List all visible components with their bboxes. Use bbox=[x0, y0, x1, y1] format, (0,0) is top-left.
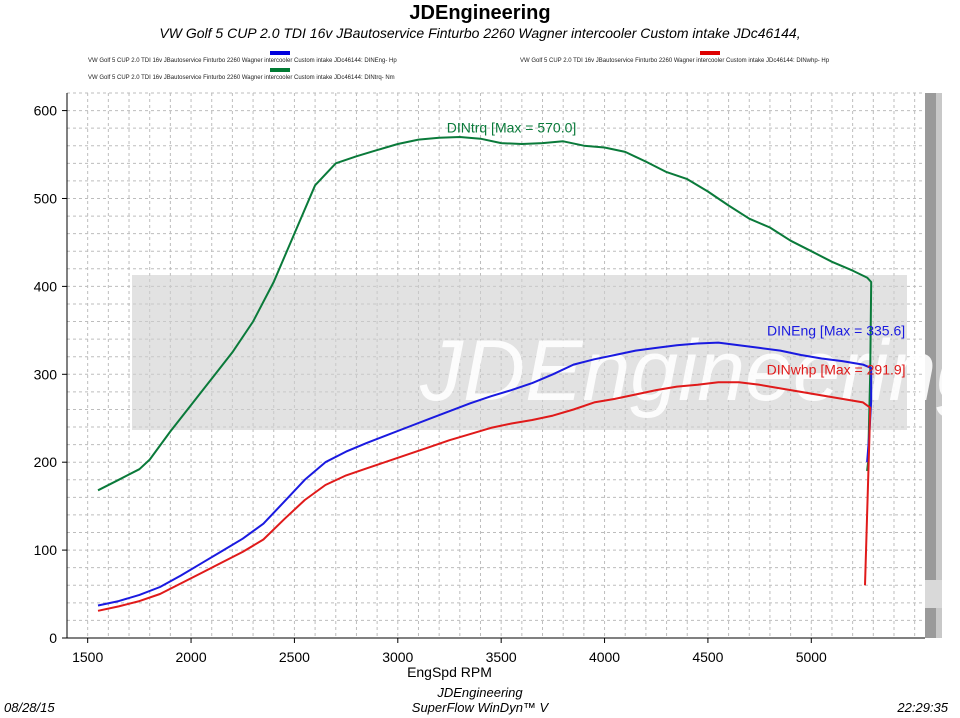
x-tick-label: 4000 bbox=[589, 649, 620, 665]
y-tick-label: 200 bbox=[34, 454, 58, 470]
series-label-dintrq: DINtrq [Max = 570.0] bbox=[447, 120, 577, 136]
footer-brand: JDEngineering bbox=[437, 685, 523, 700]
y-tick-label: 600 bbox=[34, 103, 58, 119]
x-tick-label: 2000 bbox=[175, 649, 206, 665]
series-line-dineng bbox=[97, 341, 873, 607]
chart-title: JDEngineering bbox=[409, 2, 551, 24]
legend-swatch-dineng bbox=[270, 51, 290, 55]
legend-entry-dintrq: VW Golf 5 CUP 2.0 TDI 16v JBautoservice … bbox=[88, 75, 395, 81]
x-tick-label: 2500 bbox=[279, 649, 310, 665]
series-label-dineng: DINEng [Max = 335.6] bbox=[767, 323, 905, 339]
legend-swatch-dintrq bbox=[270, 68, 290, 72]
series-line-dinwhp bbox=[97, 381, 872, 612]
footer-time: 22:29:35 bbox=[897, 700, 948, 715]
x-tick-label: 5000 bbox=[796, 649, 827, 665]
footer-software: SuperFlow WinDyn™ V bbox=[411, 700, 549, 715]
y-tick-label: 0 bbox=[49, 630, 57, 646]
plot-right-shade bbox=[936, 93, 942, 638]
legend-entry-dinwhp: VW Golf 5 CUP 2.0 TDI 16v JBautoservice … bbox=[520, 58, 830, 64]
x-tick-label: 4500 bbox=[692, 649, 723, 665]
series-label-dinwhp: DINwhp [Max = 291.9] bbox=[767, 361, 906, 377]
y-tick-label: 100 bbox=[34, 542, 58, 558]
plot-right-bar bbox=[925, 93, 936, 638]
x-tick-label: 3500 bbox=[486, 649, 517, 665]
series-line-dintrq bbox=[97, 136, 873, 492]
y-tick-label: 300 bbox=[34, 366, 58, 382]
y-tick-label: 400 bbox=[34, 278, 58, 294]
chart-subtitle: VW Golf 5 CUP 2.0 TDI 16v JBautoservice … bbox=[159, 25, 801, 41]
legend-entry-dineng: VW Golf 5 CUP 2.0 TDI 16v JBautoservice … bbox=[88, 58, 397, 64]
x-axis-title: EngSpd RPM bbox=[407, 664, 492, 680]
watermark: JDEngineering bbox=[132, 275, 960, 430]
legend-swatch-dinwhp bbox=[700, 51, 720, 55]
plot-right-gap bbox=[925, 580, 942, 608]
footer-date: 08/28/15 bbox=[4, 700, 55, 715]
x-tick-label: 3000 bbox=[382, 649, 413, 665]
x-tick-label: 1500 bbox=[72, 649, 103, 665]
y-tick-label: 500 bbox=[34, 190, 58, 206]
